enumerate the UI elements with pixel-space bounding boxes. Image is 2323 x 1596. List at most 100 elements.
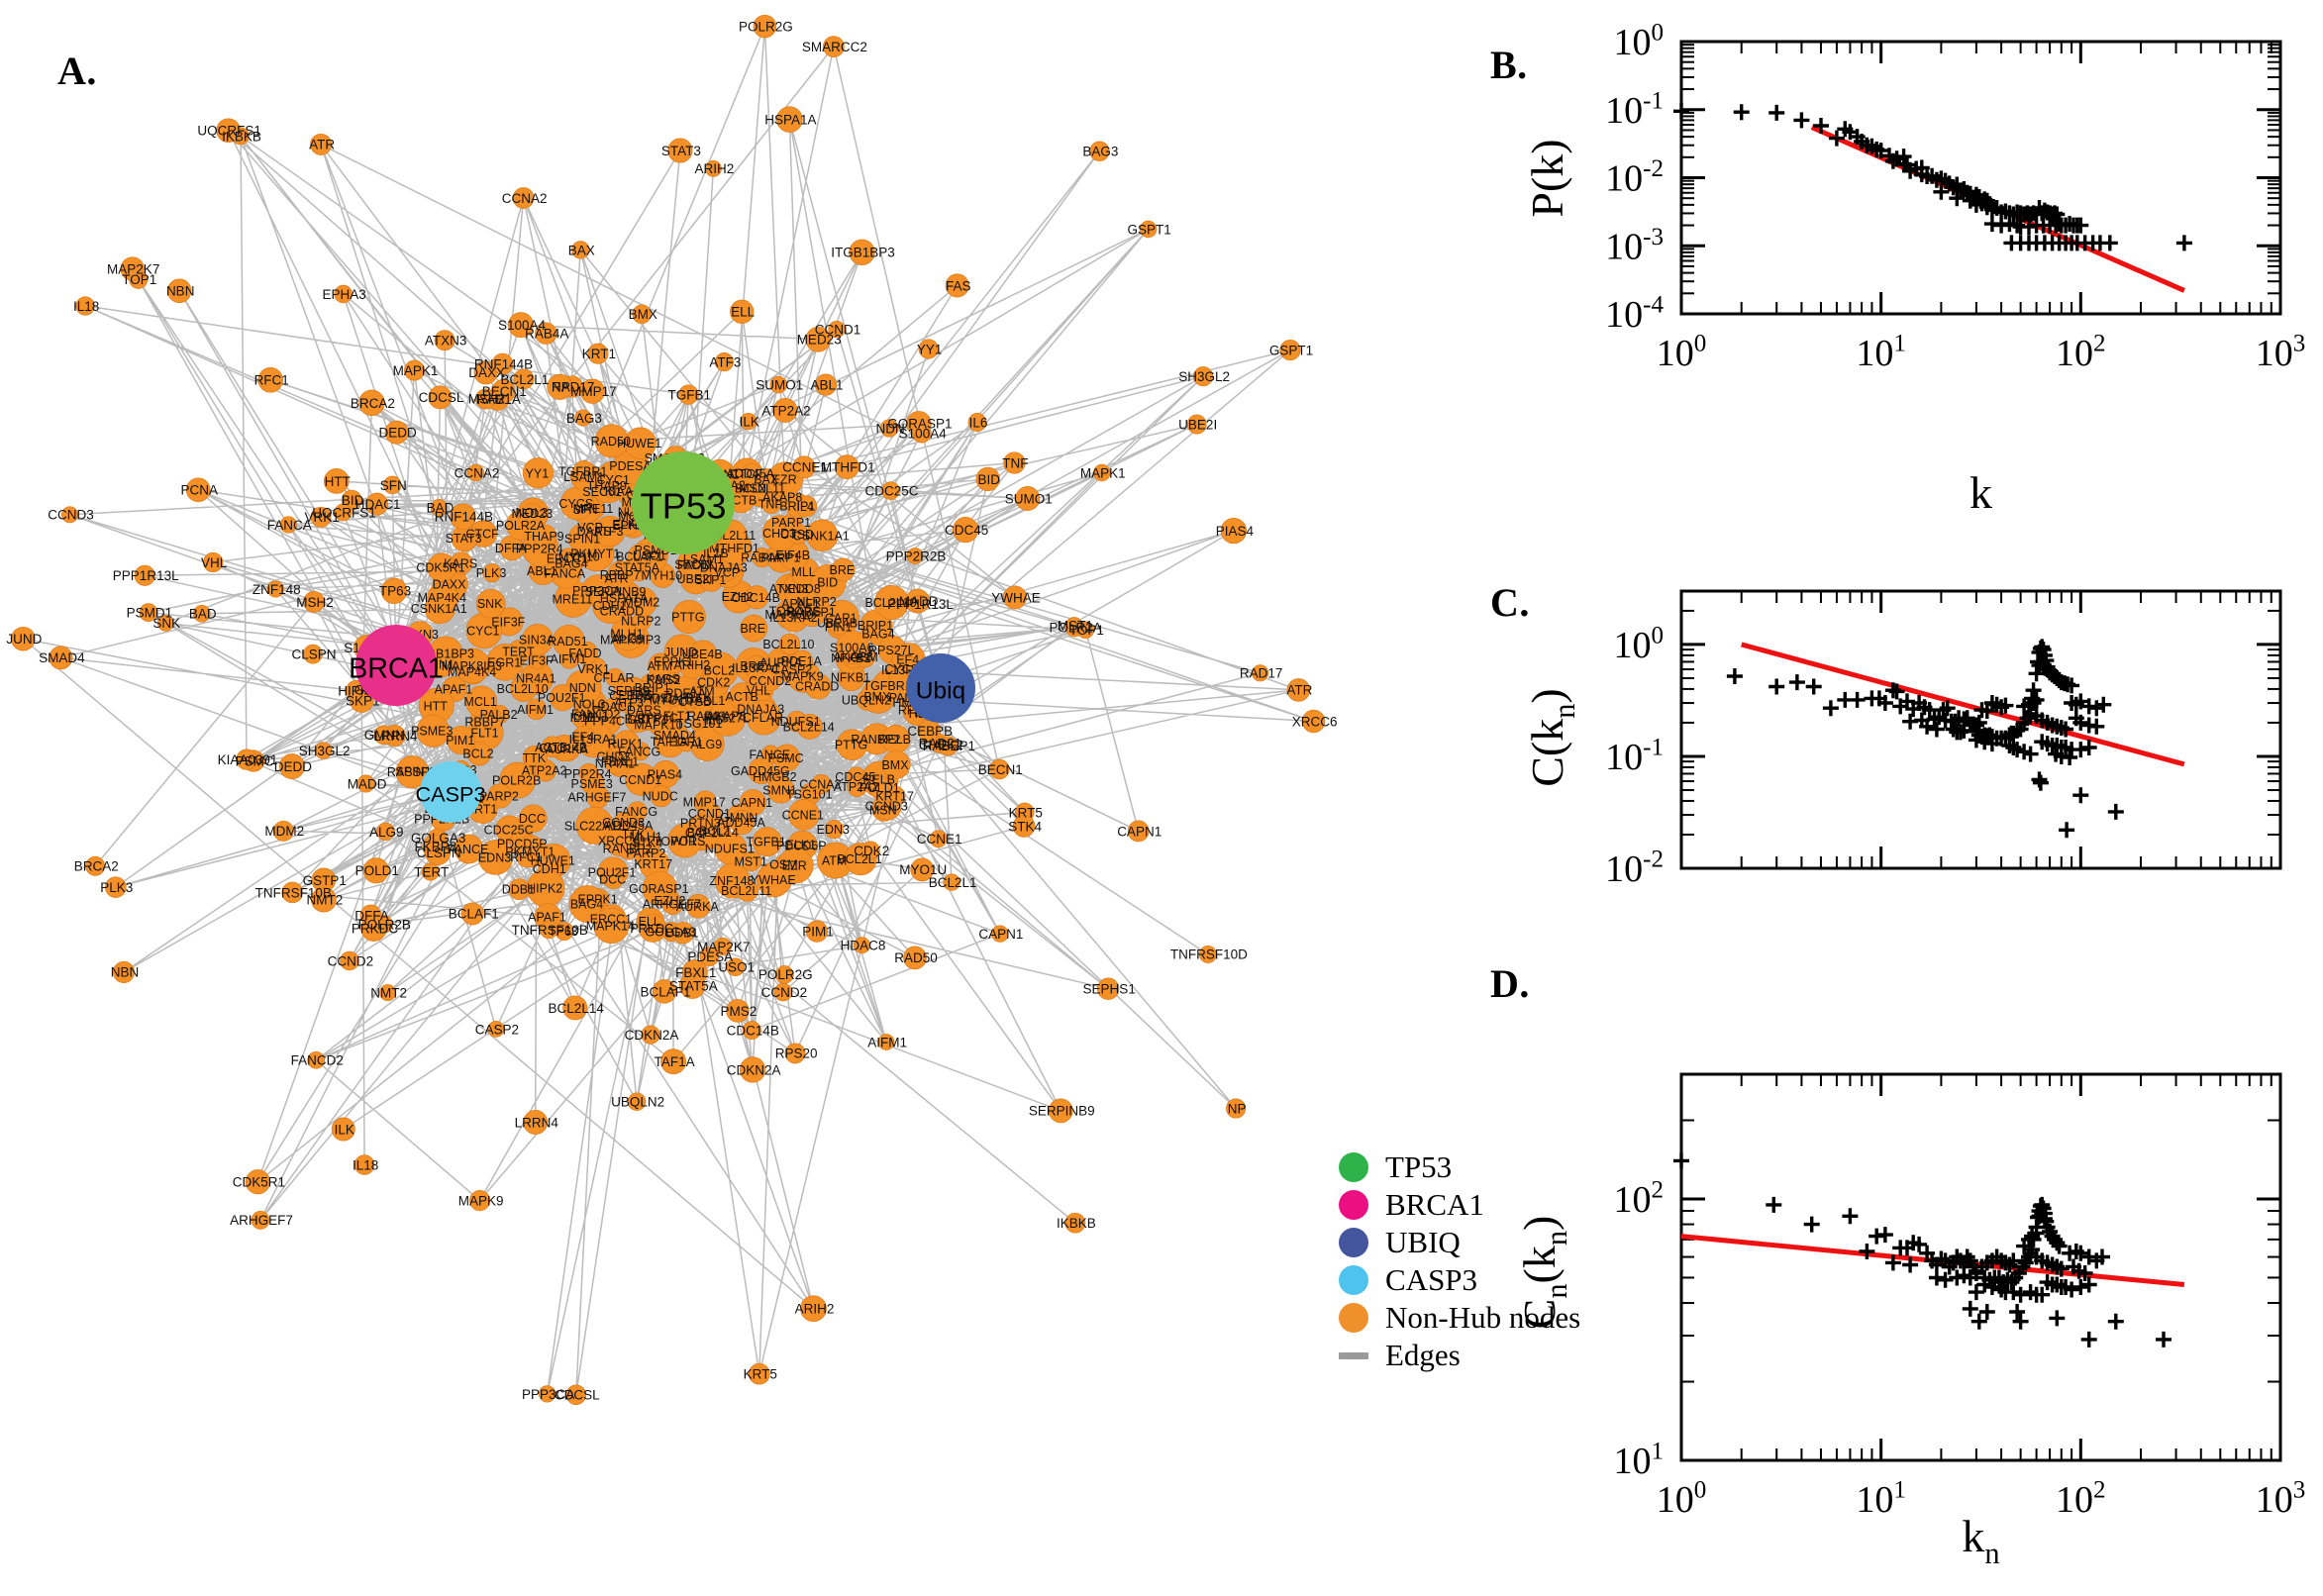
network-node[interactable] xyxy=(1286,678,1311,702)
network-node[interactable] xyxy=(823,36,845,57)
network-node[interactable] xyxy=(540,920,558,940)
network-node[interactable] xyxy=(881,481,900,500)
network-node[interactable] xyxy=(427,581,459,614)
network-node[interactable] xyxy=(881,749,911,779)
network-node[interactable] xyxy=(1015,486,1041,511)
network-node[interactable] xyxy=(1139,220,1158,239)
network-node[interactable] xyxy=(1226,1098,1247,1119)
network-node[interactable] xyxy=(279,516,297,534)
network-node[interactable] xyxy=(625,762,658,796)
hub-node-tp53[interactable] xyxy=(632,451,735,554)
network-node[interactable] xyxy=(828,320,846,339)
network-node[interactable] xyxy=(522,745,548,770)
network-node[interactable] xyxy=(272,820,294,842)
network-node[interactable] xyxy=(769,375,788,394)
network-node[interactable] xyxy=(303,591,325,613)
network-node[interactable] xyxy=(757,861,792,898)
network-node[interactable] xyxy=(466,741,492,766)
network-node[interactable] xyxy=(587,343,609,364)
network-node[interactable] xyxy=(356,774,375,793)
network-node[interactable] xyxy=(450,503,476,531)
network-node[interactable] xyxy=(380,577,408,604)
network-node[interactable] xyxy=(885,786,906,806)
network-node[interactable] xyxy=(49,646,73,670)
network-node[interactable] xyxy=(742,850,762,872)
network-node[interactable] xyxy=(661,893,684,915)
network-node[interactable] xyxy=(740,412,758,431)
network-node[interactable] xyxy=(105,876,127,898)
network-node[interactable] xyxy=(641,1025,660,1045)
network-node[interactable] xyxy=(525,698,548,721)
network-node[interactable] xyxy=(831,557,856,582)
network-node[interactable] xyxy=(475,388,496,410)
network-node[interactable] xyxy=(383,475,402,495)
network-node[interactable] xyxy=(593,907,630,945)
hub-node-brca1[interactable] xyxy=(355,625,437,706)
network-node[interactable] xyxy=(989,758,1010,780)
network-node[interactable] xyxy=(740,614,768,643)
network-node[interactable] xyxy=(376,822,395,842)
network-node[interactable] xyxy=(753,14,777,39)
network-node[interactable] xyxy=(910,595,929,613)
network-node[interactable] xyxy=(384,420,409,445)
network-node[interactable] xyxy=(814,373,838,396)
network-node[interactable] xyxy=(660,1048,687,1075)
network-node[interactable] xyxy=(278,753,305,780)
network-node[interactable] xyxy=(519,804,548,833)
network-node[interactable] xyxy=(1012,815,1036,838)
network-node[interactable] xyxy=(945,273,969,298)
network-node[interactable] xyxy=(772,744,801,772)
network-node[interactable] xyxy=(800,1295,827,1323)
network-node[interactable] xyxy=(523,1110,549,1135)
network-node[interactable] xyxy=(834,454,859,479)
network-node[interactable] xyxy=(967,413,987,432)
network-node[interactable] xyxy=(627,1092,647,1111)
network-node[interactable] xyxy=(575,806,614,845)
network-node[interactable] xyxy=(748,1362,770,1385)
network-node[interactable] xyxy=(236,748,257,770)
network-node[interactable] xyxy=(938,736,959,756)
network-node[interactable] xyxy=(571,241,590,259)
network-node[interactable] xyxy=(202,551,224,573)
network-node[interactable] xyxy=(1301,709,1326,734)
network-node[interactable] xyxy=(482,563,502,583)
network-node[interactable] xyxy=(11,626,36,651)
network-node[interactable] xyxy=(776,106,803,133)
network-node[interactable] xyxy=(257,367,283,393)
network-node[interactable] xyxy=(373,725,394,746)
network-node[interactable] xyxy=(85,855,106,876)
network-node[interactable] xyxy=(795,495,818,518)
network-node[interactable] xyxy=(745,585,769,610)
network-node[interactable] xyxy=(726,999,750,1023)
network-node[interactable] xyxy=(929,830,948,848)
network-node[interactable] xyxy=(906,548,924,564)
network-node[interactable] xyxy=(678,384,699,405)
network-node[interactable] xyxy=(508,312,534,339)
network-node[interactable] xyxy=(854,646,876,668)
network-node[interactable] xyxy=(523,502,543,523)
network-node[interactable] xyxy=(156,615,174,632)
network-node[interactable] xyxy=(491,352,514,375)
network-node[interactable] xyxy=(918,339,939,359)
network-node[interactable] xyxy=(811,774,832,795)
network-node[interactable] xyxy=(1193,366,1214,387)
network-node[interactable] xyxy=(574,409,592,427)
hub-node-casp3[interactable] xyxy=(420,761,481,823)
network-node[interactable] xyxy=(1003,451,1026,474)
network-node[interactable] xyxy=(854,937,870,954)
network-node[interactable] xyxy=(562,995,588,1021)
network-node[interactable] xyxy=(699,947,720,967)
network-node[interactable] xyxy=(805,920,829,943)
network-node[interactable] xyxy=(362,857,389,884)
network-node[interactable] xyxy=(1127,820,1150,843)
network-node[interactable] xyxy=(1076,621,1095,640)
network-node[interactable] xyxy=(943,873,960,891)
network-node[interactable] xyxy=(447,725,476,755)
network-node[interactable] xyxy=(714,352,734,372)
network-node[interactable] xyxy=(1198,945,1217,963)
network-node[interactable] xyxy=(61,506,78,524)
network-node[interactable] xyxy=(572,725,596,748)
network-node[interactable] xyxy=(726,957,745,977)
network-node[interactable] xyxy=(565,1384,587,1406)
network-node[interactable] xyxy=(1093,463,1111,482)
